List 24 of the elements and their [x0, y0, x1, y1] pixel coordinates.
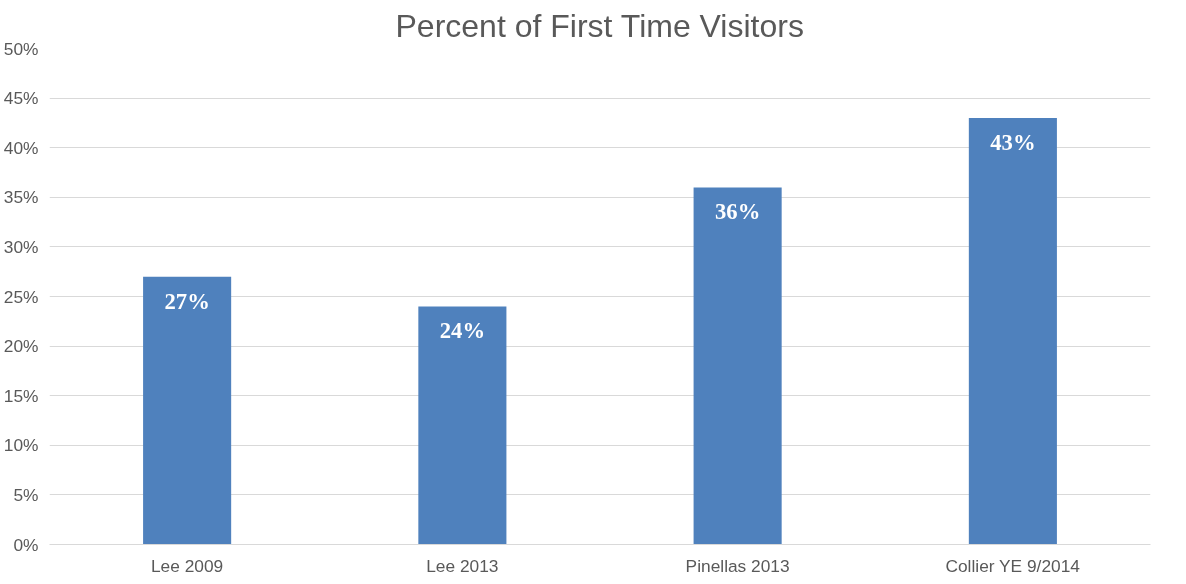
y-tick-label: 15%: [3, 385, 39, 406]
bar: [418, 306, 507, 545]
y-tick-label: 0%: [13, 534, 39, 555]
x-tick-label: Lee 2009: [150, 555, 224, 576]
data-label: 27%: [164, 288, 210, 314]
y-tick-label: 35%: [3, 187, 39, 208]
data-label: 36%: [714, 199, 761, 225]
data-label: 43%: [990, 129, 1036, 155]
y-tick-label: 20%: [3, 336, 39, 357]
chart-title: Percent of First Time Visitors: [395, 7, 804, 44]
y-tick-label: 10%: [3, 435, 39, 456]
x-tick-label: Pinellas 2013: [685, 555, 790, 576]
x-tick-label: Collier YE 9/2014: [945, 555, 1081, 576]
data-label: 24%: [439, 318, 486, 344]
bar: [693, 187, 782, 545]
y-tick-label: 45%: [3, 88, 39, 109]
y-tick-label: 30%: [3, 236, 39, 257]
y-tick-label: 5%: [13, 484, 39, 505]
x-tick-label: Lee 2013: [426, 555, 499, 576]
bar: [143, 276, 232, 545]
y-tick-label: 25%: [3, 286, 39, 307]
y-tick-label: 40%: [3, 137, 39, 158]
bar: [968, 117, 1057, 545]
y-tick-label: 50%: [3, 38, 39, 59]
